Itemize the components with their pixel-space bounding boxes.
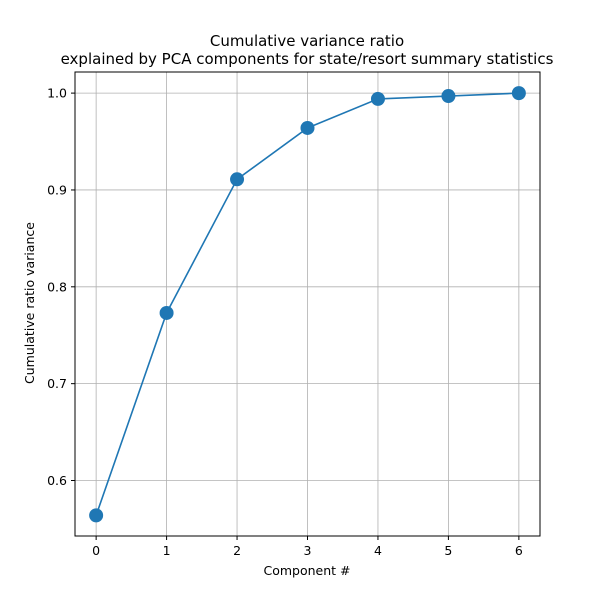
x-tick-label-4: 4 [374, 543, 382, 558]
data-point-0 [89, 508, 104, 523]
x-tick-label-2: 2 [233, 543, 241, 558]
data-point-6 [511, 86, 526, 101]
y-tick-label-3: 0.9 [47, 182, 67, 197]
x-tick-label-6: 6 [515, 543, 523, 558]
ticks-layer: 0 1 2 3 4 5 6 0.6 0.7 0.8 0.9 1.0 [47, 86, 523, 558]
x-tick-label-3: 3 [304, 543, 312, 558]
y-tick-label-2: 0.8 [47, 279, 67, 294]
y-tick-label-1: 0.7 [47, 376, 67, 391]
x-axis-label: Component # [263, 563, 350, 578]
series-layer [89, 86, 526, 523]
x-tick-label-0: 0 [92, 543, 100, 558]
data-point-2 [230, 172, 245, 187]
y-tick-label-0: 0.6 [47, 473, 67, 488]
y-axis-label: Cumulative ratio variance [22, 222, 37, 384]
x-tick-label-1: 1 [163, 543, 171, 558]
grid-layer [75, 72, 540, 536]
y-tick-label-4: 1.0 [47, 86, 67, 101]
chart-title-line-1: Cumulative variance ratio [210, 32, 404, 50]
data-point-3 [300, 120, 315, 135]
data-point-5 [441, 89, 456, 104]
data-point-1 [159, 305, 174, 320]
x-tick-label-5: 5 [444, 543, 452, 558]
data-point-4 [370, 91, 385, 106]
chart-title-line-2: explained by PCA components for state/re… [61, 50, 554, 68]
